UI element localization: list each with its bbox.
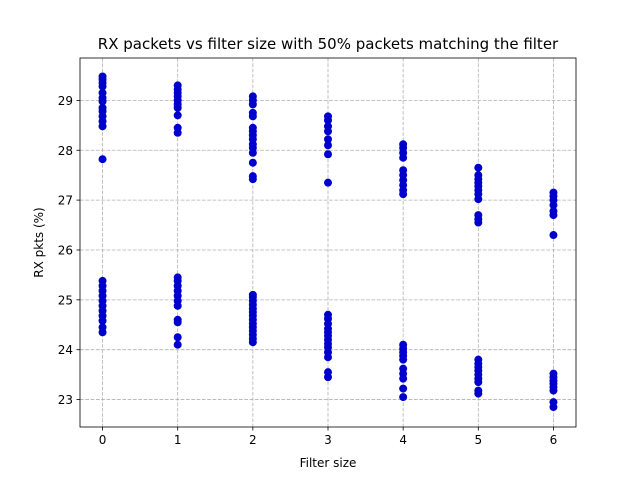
data-point bbox=[474, 163, 483, 172]
data-point bbox=[549, 386, 558, 395]
data-point bbox=[549, 403, 558, 412]
data-point bbox=[173, 301, 182, 310]
data-point bbox=[98, 122, 107, 131]
data-point bbox=[399, 393, 408, 402]
data-point bbox=[98, 82, 107, 91]
data-point bbox=[248, 338, 257, 347]
data-point bbox=[248, 158, 257, 167]
data-point bbox=[98, 328, 107, 337]
data-point bbox=[474, 378, 483, 387]
data-point bbox=[474, 389, 483, 398]
x-tick-label: 6 bbox=[550, 433, 558, 447]
y-tick-label: 25 bbox=[58, 293, 73, 307]
x-tick-label: 2 bbox=[249, 433, 257, 447]
data-point bbox=[248, 112, 257, 121]
data-point bbox=[399, 384, 408, 393]
data-point bbox=[248, 175, 257, 184]
y-axis-label: RX pkts (%) bbox=[32, 207, 46, 277]
data-point bbox=[549, 211, 558, 220]
data-point bbox=[248, 100, 257, 109]
data-point bbox=[549, 231, 558, 240]
x-tick-label: 1 bbox=[174, 433, 182, 447]
x-tick-label: 0 bbox=[99, 433, 107, 447]
data-point bbox=[98, 97, 107, 106]
data-point bbox=[98, 155, 107, 164]
data-point bbox=[248, 148, 257, 157]
data-point bbox=[173, 340, 182, 349]
x-tick-label: 4 bbox=[399, 433, 407, 447]
data-point bbox=[324, 135, 332, 144]
data-point bbox=[324, 178, 332, 187]
data-point bbox=[324, 127, 332, 136]
data-point bbox=[549, 201, 558, 210]
data-point bbox=[98, 316, 107, 325]
data-point bbox=[399, 190, 408, 199]
data-point bbox=[324, 353, 332, 362]
data-point bbox=[173, 111, 182, 120]
x-axis-label: Filter size bbox=[300, 456, 357, 470]
data-point bbox=[399, 153, 408, 162]
y-axis-ticks: 23 24 25 26 27 28 29 bbox=[58, 94, 80, 407]
data-point bbox=[173, 103, 182, 112]
data-point bbox=[324, 150, 332, 159]
data-point bbox=[173, 318, 182, 327]
data-point bbox=[399, 374, 408, 383]
chart-title: RX packets vs filter size with 50% packe… bbox=[98, 35, 559, 53]
y-tick-label: 27 bbox=[58, 194, 73, 208]
data-points bbox=[98, 72, 558, 412]
data-point bbox=[474, 195, 483, 204]
data-point bbox=[324, 141, 332, 150]
y-tick-label: 29 bbox=[58, 94, 73, 108]
data-point bbox=[324, 373, 332, 382]
data-point bbox=[173, 128, 182, 137]
y-tick-label: 28 bbox=[58, 144, 73, 158]
x-axis-ticks: 0 1 2 3 4 5 6 bbox=[99, 427, 558, 447]
x-tick-label: 3 bbox=[324, 433, 332, 447]
data-point bbox=[399, 355, 408, 364]
data-point bbox=[173, 333, 182, 342]
y-tick-label: 26 bbox=[58, 243, 73, 257]
y-tick-label: 23 bbox=[58, 393, 73, 407]
data-point bbox=[324, 116, 332, 125]
y-tick-label: 24 bbox=[58, 343, 73, 357]
x-tick-label: 5 bbox=[474, 433, 482, 447]
data-point bbox=[474, 218, 483, 227]
